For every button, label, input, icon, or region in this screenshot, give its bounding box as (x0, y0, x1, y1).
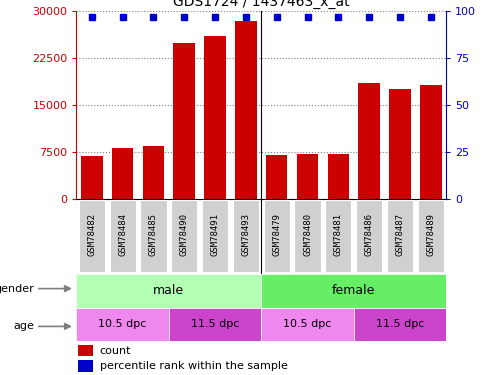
FancyBboxPatch shape (294, 200, 320, 272)
Bar (174, 42, 195, 199)
Text: 10.5 dpc: 10.5 dpc (283, 320, 332, 329)
Title: GDS1724 / 1437463_x_at: GDS1724 / 1437463_x_at (173, 0, 350, 9)
Text: GSM78479: GSM78479 (272, 213, 281, 256)
Bar (358, 83, 380, 199)
Text: count: count (100, 346, 131, 356)
Bar (389, 89, 411, 199)
Bar (327, 154, 349, 199)
FancyBboxPatch shape (79, 200, 105, 272)
Bar (235, 21, 257, 199)
Text: GSM78484: GSM78484 (118, 213, 127, 256)
Text: GSM78482: GSM78482 (87, 213, 96, 256)
Text: GSM78487: GSM78487 (395, 213, 404, 256)
FancyBboxPatch shape (387, 200, 413, 272)
Bar (261, 274, 446, 308)
Text: female: female (332, 284, 375, 297)
Text: percentile rank within the sample: percentile rank within the sample (100, 360, 287, 370)
FancyBboxPatch shape (171, 200, 197, 272)
Bar (81, 156, 103, 199)
Text: male: male (153, 284, 184, 297)
Text: GSM78493: GSM78493 (242, 213, 250, 256)
Bar (142, 146, 164, 199)
Text: GSM78480: GSM78480 (303, 213, 312, 256)
FancyBboxPatch shape (141, 200, 167, 272)
Text: age: age (13, 321, 35, 332)
Text: 11.5 dpc: 11.5 dpc (191, 320, 239, 329)
Text: GSM78489: GSM78489 (426, 213, 435, 256)
Bar (76, 308, 169, 341)
FancyBboxPatch shape (202, 200, 228, 272)
FancyBboxPatch shape (325, 200, 352, 272)
Bar (169, 308, 261, 341)
Text: gender: gender (0, 284, 35, 294)
FancyBboxPatch shape (109, 200, 136, 272)
Bar (204, 36, 226, 199)
Bar (112, 147, 134, 199)
Bar (261, 308, 354, 341)
FancyBboxPatch shape (356, 200, 382, 272)
Text: 10.5 dpc: 10.5 dpc (99, 320, 147, 329)
Text: 11.5 dpc: 11.5 dpc (376, 320, 424, 329)
Bar (354, 308, 446, 341)
Bar (76, 274, 261, 308)
Text: GSM78485: GSM78485 (149, 213, 158, 256)
Bar (78, 345, 93, 356)
Text: GSM78486: GSM78486 (365, 213, 374, 256)
Bar (266, 155, 287, 199)
Bar (420, 85, 442, 199)
FancyBboxPatch shape (418, 200, 444, 272)
FancyBboxPatch shape (233, 200, 259, 272)
Text: GSM78481: GSM78481 (334, 213, 343, 256)
Text: GSM78491: GSM78491 (211, 213, 219, 256)
Text: GSM78490: GSM78490 (180, 213, 189, 256)
Bar (78, 360, 93, 372)
FancyBboxPatch shape (264, 200, 290, 272)
Bar (297, 154, 318, 199)
